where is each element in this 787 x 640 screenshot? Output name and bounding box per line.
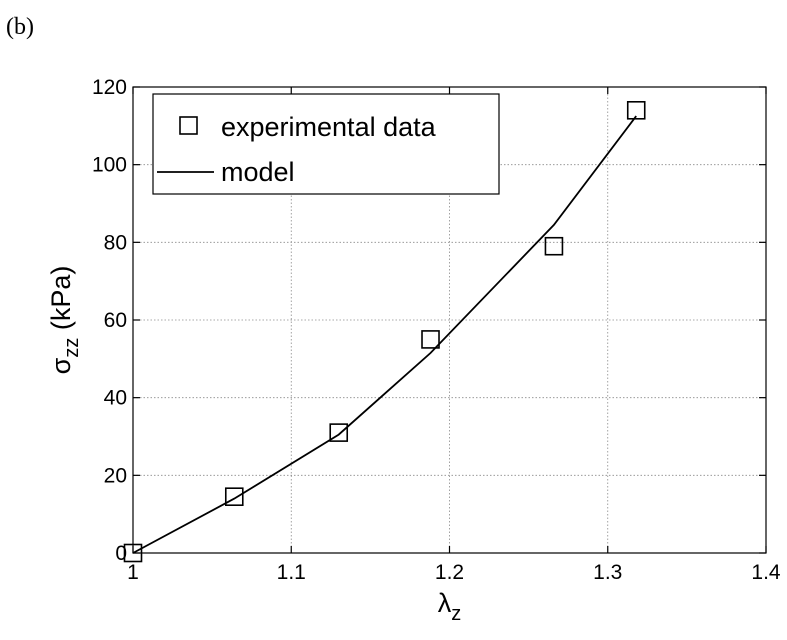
axis-ticks (132, 86, 767, 554)
legend: experimental data model (152, 93, 500, 195)
y-tick-label: 60 (104, 309, 127, 332)
y-tick-label: 0 (115, 542, 127, 565)
series-layer (123, 101, 646, 563)
y-axis-label-unit: (kPa) (46, 266, 76, 338)
x-axis-label-subscript: z (451, 603, 461, 625)
x-tick-label: 1.1 (277, 561, 306, 584)
data-point (224, 487, 244, 506)
y-axis-label: σzz (kPa) (46, 266, 83, 375)
y-tick-labels: 0 20 40 60 80 100 120 (92, 76, 127, 565)
legend-entry-model: model (221, 157, 295, 187)
data-point (421, 330, 440, 349)
legend-marker-square (179, 116, 198, 135)
data-point (329, 423, 349, 442)
x-tick-label: 1.4 (751, 561, 781, 584)
y-tick-label: 100 (92, 154, 127, 177)
y-tick-label: 80 (104, 231, 127, 254)
x-axis-label: λz (438, 588, 462, 625)
data-point (544, 236, 564, 256)
x-tick-label: 1.2 (435, 561, 464, 584)
y-axis-label-symbol: σ (46, 357, 76, 374)
data-point (626, 101, 646, 120)
x-axis-label-symbol: λ (438, 588, 452, 618)
x-tick-labels: 1 1.1 1.2 1.3 1.4 (127, 561, 781, 584)
y-tick-label: 20 (104, 464, 127, 487)
legend-box (152, 93, 500, 195)
model-line (132, 115, 637, 554)
data-point (123, 543, 143, 563)
x-tick-label: 1 (127, 561, 139, 584)
x-tick-label: 1.3 (593, 561, 622, 584)
y-axis-label-subscript: zz (61, 338, 83, 358)
y-tick-label: 40 (104, 387, 127, 410)
panel-label: (b) (6, 14, 34, 40)
y-tick-label: 120 (92, 76, 127, 99)
legend-entry-experimental-data: experimental data (221, 112, 437, 142)
